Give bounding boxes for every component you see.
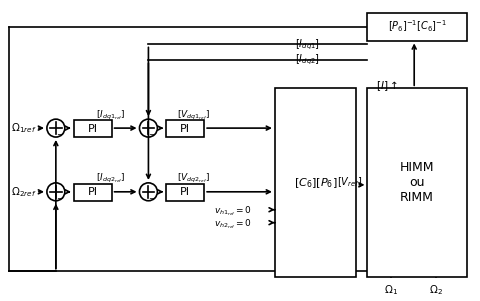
Text: $\Omega_1$: $\Omega_1$ <box>384 284 397 297</box>
Text: $[V_{dq1_{ref}}]$: $[V_{dq1_{ref}}]$ <box>176 109 209 122</box>
Bar <box>367 13 466 41</box>
Text: $-$: $-$ <box>56 129 64 138</box>
Text: HIMM
ou
RIMM: HIMM ou RIMM <box>399 161 433 204</box>
Text: $[P_6]^{-1}[C_6]^{-1}$: $[P_6]^{-1}[C_6]^{-1}$ <box>387 19 446 34</box>
Bar <box>166 184 204 201</box>
Text: $[C_6][P_6]$: $[C_6][P_6]$ <box>293 176 336 190</box>
Text: $[I_{dq1}]$: $[I_{dq1}]$ <box>294 37 319 52</box>
Text: $[I]\uparrow$: $[I]\uparrow$ <box>375 79 397 93</box>
Text: $v_{h1_{ref}}=0$: $v_{h1_{ref}}=0$ <box>214 205 252 219</box>
Circle shape <box>139 119 157 137</box>
Text: $[I_{dq2_{ref}}]$: $[I_{dq2_{ref}}]$ <box>96 172 125 185</box>
Bar <box>73 184 111 201</box>
Bar <box>274 88 356 278</box>
Text: $v_{h2_{ref}}=0$: $v_{h2_{ref}}=0$ <box>214 218 252 231</box>
Text: $\Omega_{2ref}$: $\Omega_{2ref}$ <box>11 185 36 199</box>
Text: $[V_{dq2_{ref}}]$: $[V_{dq2_{ref}}]$ <box>176 172 209 185</box>
Text: $\Omega_2$: $\Omega_2$ <box>428 284 442 297</box>
Bar <box>367 88 466 278</box>
Bar <box>166 120 204 137</box>
Text: PI: PI <box>180 187 190 197</box>
Text: PI: PI <box>87 124 97 134</box>
Circle shape <box>47 119 65 137</box>
Text: PI: PI <box>180 124 190 134</box>
Text: $-$: $-$ <box>56 192 64 201</box>
Text: PI: PI <box>87 187 97 197</box>
Text: $-$: $-$ <box>148 129 156 138</box>
Text: $[V_{ref}]$: $[V_{ref}]$ <box>336 175 362 189</box>
Circle shape <box>139 183 157 201</box>
Bar <box>73 120 111 137</box>
Circle shape <box>47 183 65 201</box>
Text: $\Omega_{1ref}$: $\Omega_{1ref}$ <box>11 121 36 135</box>
Text: $-$: $-$ <box>148 192 156 201</box>
Text: $[I_{dq1_{ref}}]$: $[I_{dq1_{ref}}]$ <box>96 109 125 122</box>
Text: $[I_{dq2}]$: $[I_{dq2}]$ <box>294 52 319 67</box>
